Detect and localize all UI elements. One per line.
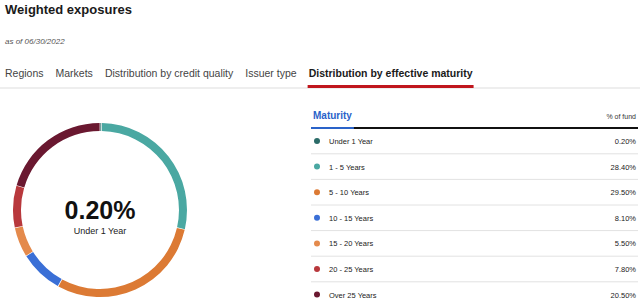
donut [13,123,187,297]
tab[interactable]: Issuer type [245,67,297,79]
row-separator [311,153,638,154]
legend-label: 20 - 25 Years [329,265,373,274]
slice[interactable] [100,123,102,131]
legend-swatch [314,266,320,272]
slice[interactable] [13,186,24,228]
value-label: 5.50% [615,239,637,248]
tab[interactable]: Regions [5,67,44,79]
tab[interactable]: Distribution by effective maturity [309,67,473,79]
value-label: 8.10% [615,214,637,223]
legend-label: 1 - 5 Years [329,163,365,172]
legend-swatch [314,138,320,144]
row-separator [311,281,638,282]
value-label: 7.80% [615,265,637,274]
table-header: Maturity [313,110,352,121]
table-header: % of fund [606,113,636,120]
value-label: 28.40% [611,163,637,172]
legend-swatch [314,215,320,221]
slice[interactable] [17,123,100,187]
table-header-rule [311,127,638,129]
legend-label: Under 1 Year [329,137,373,146]
active-tab-underline [308,85,474,88]
legend-swatch [314,292,320,298]
tab[interactable]: Distribution by credit quality [105,67,234,79]
slice[interactable] [26,252,61,286]
value-label: 0.20% [615,137,637,146]
row-separator [311,205,638,206]
title: Weighted exposures [5,2,132,17]
legend-label: Over 25 Years [329,291,377,300]
slice[interactable] [58,228,184,297]
row-separator [311,230,638,231]
subtitle: as of 06/30/2022 [5,37,65,46]
legend-swatch [314,164,320,170]
row-separator [311,179,638,180]
legend-swatch [314,189,320,195]
legend-swatch [314,240,320,246]
legend-label: 15 - 20 Years [329,239,373,248]
center-value: 0.20% [65,196,136,224]
legend-label: 10 - 15 Years [329,214,373,223]
tab[interactable]: Markets [56,67,93,79]
value-label: 20.50% [611,291,637,300]
donut-slices [13,123,187,297]
row-separator [311,256,638,257]
value-label: 29.50% [611,188,637,197]
center-label: Under 1 Year [74,226,127,236]
table-header-accent [311,127,354,129]
legend-label: 5 - 10 Years [329,188,369,197]
slice[interactable] [15,227,33,256]
